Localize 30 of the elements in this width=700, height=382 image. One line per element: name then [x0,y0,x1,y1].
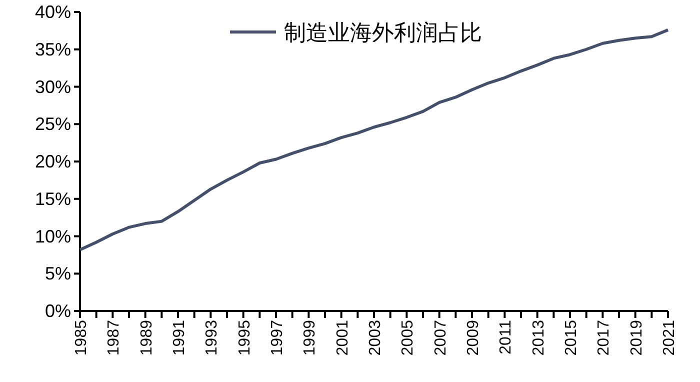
x-tick-label: 1991 [171,320,188,356]
y-tick-label: 0% [44,301,71,321]
x-tick-label: 2005 [400,320,417,356]
x-tick-label: 2007 [432,320,450,356]
x-tick-label: 1987 [106,320,123,356]
y-tick-label: 5% [44,264,71,284]
y-tick-label: 40% [34,2,71,22]
x-tick-label: 1999 [302,320,319,356]
y-tick-label: 30% [34,76,71,97]
x-tick-label: 1985 [73,320,90,356]
x-tick-label: 1995 [236,320,254,356]
y-tick-label: 15% [34,188,71,209]
y-tick-label: 10% [34,226,71,246]
x-tick-label: 2009 [465,320,482,356]
x-tick-label: 2001 [334,320,352,356]
x-tick-label: 2013 [530,320,548,356]
x-tick-label: 2021 [661,320,678,356]
x-tick-label: 2011 [498,320,515,354]
y-tick-label: 25% [34,114,71,134]
x-tick-label: 1989 [138,320,156,356]
x-tick-label: 2015 [563,320,580,356]
legend-label: 制造业海外利润占比 [284,20,482,45]
x-tick-label: 2019 [628,320,646,356]
x-tick-label: 2017 [596,320,613,356]
x-tick-label: 1997 [269,320,286,356]
y-tick-label: 20% [34,152,71,172]
y-tick-label: 35% [34,39,71,60]
x-tick-label: 2003 [367,320,384,356]
legend: 制造业海外利润占比 [230,20,482,45]
x-tick-label: 1993 [204,320,221,356]
